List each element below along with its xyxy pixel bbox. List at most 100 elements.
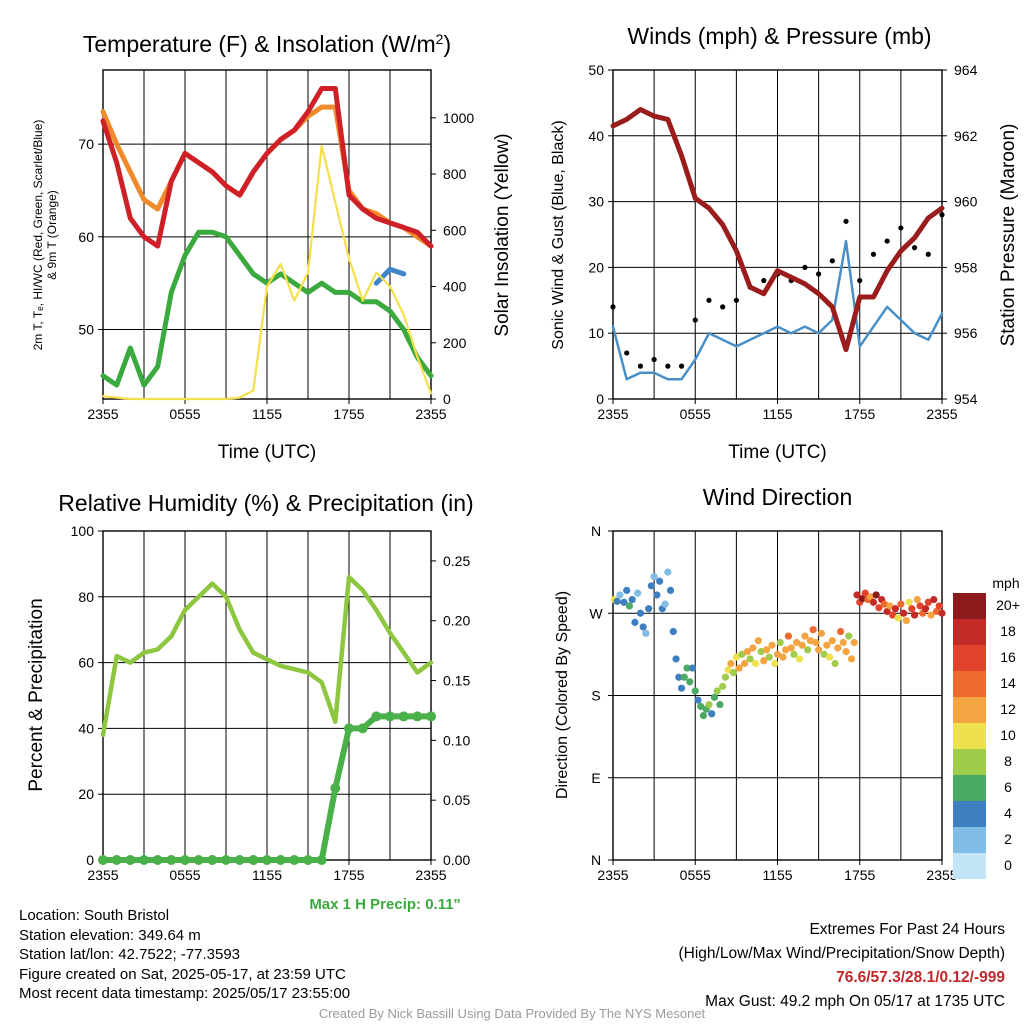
rh-xtick-label: 2355 bbox=[415, 867, 446, 883]
winds-xtick-label: 1755 bbox=[844, 406, 875, 422]
station-location: Location: South Bristol bbox=[19, 907, 170, 924]
extremes-title: Extremes For Past 24 Hours bbox=[809, 921, 1005, 938]
wdir-point bbox=[880, 600, 889, 608]
winds-xtick-label: 2355 bbox=[926, 406, 957, 422]
wdir-point bbox=[793, 638, 801, 647]
rh-point-precipitation bbox=[344, 723, 354, 734]
station-info: Location: South Bristol Station elevatio… bbox=[19, 906, 350, 1004]
wdir-point bbox=[831, 659, 839, 668]
wdir-xtick-label: 0555 bbox=[680, 867, 711, 883]
temp-y2tick-label: 600 bbox=[443, 222, 467, 238]
rh-point-precipitation bbox=[221, 855, 231, 865]
rh-point-precipitation bbox=[303, 855, 313, 865]
wdir-point bbox=[900, 609, 908, 617]
wdir-point bbox=[820, 650, 828, 658]
rh-ytick-label: 60 bbox=[78, 655, 94, 671]
rh-point-precipitation bbox=[234, 855, 245, 865]
wdir-point bbox=[757, 648, 765, 656]
wdir-point bbox=[688, 664, 697, 672]
winds-y2tick-label: 960 bbox=[954, 194, 978, 210]
winds-ytick-label: 10 bbox=[588, 325, 604, 341]
wdir-point bbox=[639, 623, 647, 631]
wdir-point bbox=[642, 629, 650, 637]
temp-y2tick-label: 400 bbox=[443, 279, 467, 295]
wdir-point bbox=[905, 598, 913, 606]
rh-point-precipitation bbox=[193, 855, 204, 865]
wdir-point bbox=[883, 607, 891, 616]
wdir-point bbox=[647, 582, 655, 590]
wdir-point bbox=[853, 591, 861, 599]
wdir-point bbox=[653, 591, 661, 599]
winds-point-gust bbox=[857, 277, 863, 284]
wdir-point bbox=[675, 673, 683, 681]
temp-ylabel-left: 2m T, Tₑ, HI/WC (Red, Green, Scarlet/Blu… bbox=[31, 120, 45, 351]
colorbar-label: 18 bbox=[1000, 623, 1016, 639]
colorbar-label: 6 bbox=[1004, 779, 1012, 795]
wdir-point bbox=[754, 637, 762, 645]
winds-point-gust bbox=[651, 356, 657, 363]
winds-ytick-label: 40 bbox=[588, 128, 604, 144]
wdir-panel-title: Wind Direction bbox=[703, 484, 853, 510]
wdir-xtick-label: 2355 bbox=[597, 867, 628, 883]
rh-point-precipitation bbox=[426, 711, 436, 722]
wdir-point bbox=[713, 687, 721, 695]
wdir-ylabel-left: Direction (Colored By Speed) bbox=[554, 591, 571, 799]
wdir-point bbox=[902, 616, 910, 625]
winds-y2tick-label: 962 bbox=[954, 128, 978, 144]
wdir-point bbox=[727, 659, 735, 668]
winds-point-gust bbox=[692, 317, 698, 323]
rh-point-precipitation bbox=[207, 855, 218, 865]
colorbar-swatch bbox=[953, 723, 986, 749]
wdir-point bbox=[809, 626, 817, 634]
wdir-point bbox=[924, 598, 932, 606]
colorbar-label: 4 bbox=[1004, 805, 1012, 821]
temp-ylabel-right: Solar Insolation (Yellow) bbox=[492, 133, 513, 336]
wdir-point bbox=[927, 611, 935, 619]
wdir-point bbox=[625, 602, 634, 610]
wdir-point bbox=[677, 684, 686, 692]
credit-line: Created By Nick Bassill Using Data Provi… bbox=[318, 1006, 706, 1021]
wdir-point bbox=[798, 641, 806, 649]
wdir-point bbox=[787, 644, 795, 652]
wdir-point bbox=[932, 607, 941, 616]
wdir-xtick-label: 1155 bbox=[762, 867, 792, 883]
winds-series-station-pressure bbox=[610, 107, 945, 353]
rh-xtick-label: 1755 bbox=[333, 867, 364, 883]
temp-ylabel-left-line2: & 9m T (Orange) bbox=[45, 190, 59, 280]
wdir-point bbox=[749, 644, 757, 652]
colorbar-label: 12 bbox=[1000, 701, 1016, 717]
wdir-ytick-label: N bbox=[591, 852, 601, 868]
colorbar-swatch bbox=[953, 853, 986, 879]
wdir-point bbox=[697, 702, 705, 711]
winds-point-gust bbox=[733, 297, 739, 303]
wdir-point bbox=[634, 589, 642, 597]
rh-max-precip-annotation: Max 1 H Precip: 0.11" bbox=[309, 896, 460, 913]
wdir-ytick-label: E bbox=[591, 770, 600, 786]
wdir-point bbox=[613, 597, 621, 605]
wdir-point bbox=[743, 648, 751, 656]
wdir-ytick-label: S bbox=[591, 688, 600, 704]
wdir-point bbox=[782, 646, 790, 654]
wdir-point bbox=[875, 604, 883, 612]
colorbar-swatch bbox=[953, 593, 986, 619]
temp-series-solar-insolation bbox=[101, 144, 433, 401]
wdir-ytick-label: N bbox=[591, 523, 601, 539]
wdir-point bbox=[664, 568, 672, 576]
rh-y2tick-label: 0.15 bbox=[443, 673, 470, 689]
max-gust: Max Gust: 49.2 mph On 05/17 at 1735 UTC bbox=[705, 993, 1005, 1010]
winds-point-gust bbox=[637, 363, 644, 369]
colorbar-swatch bbox=[953, 827, 986, 853]
rh-ylabel-left: Percent & Precipitation bbox=[26, 598, 47, 791]
temp-xtick-label: 2355 bbox=[87, 406, 118, 422]
winds-ylabel-right: Station Pressure (Maroon) bbox=[998, 124, 1019, 347]
colorbar-swatch bbox=[953, 801, 986, 827]
rh-point-precipitation bbox=[139, 855, 149, 865]
wdir-point bbox=[795, 655, 804, 663]
winds-point-gust bbox=[829, 258, 835, 264]
winds-point-gust bbox=[939, 212, 945, 218]
wdir-point bbox=[741, 659, 749, 668]
rh-point-precipitation bbox=[166, 855, 177, 865]
rh-point-precipitation bbox=[289, 855, 300, 865]
temp-y2tick-label: 1000 bbox=[443, 110, 474, 126]
